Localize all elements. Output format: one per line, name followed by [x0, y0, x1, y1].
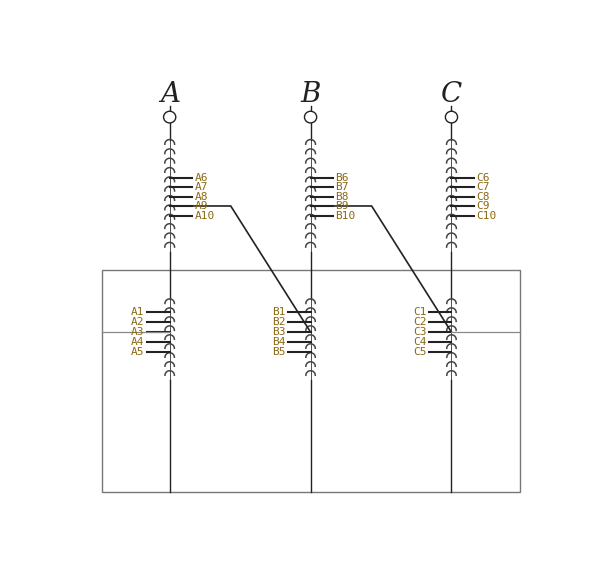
- Circle shape: [445, 111, 458, 123]
- Text: B1: B1: [272, 307, 285, 317]
- Text: A6: A6: [195, 173, 208, 182]
- Text: B8: B8: [336, 192, 349, 202]
- Text: A3: A3: [132, 327, 145, 337]
- Text: C6: C6: [476, 173, 490, 182]
- Circle shape: [164, 111, 176, 123]
- Text: A4: A4: [132, 337, 145, 347]
- Text: A10: A10: [195, 211, 215, 221]
- Text: C3: C3: [413, 327, 427, 337]
- Text: A: A: [159, 81, 180, 108]
- Circle shape: [304, 111, 317, 123]
- Text: C1: C1: [413, 307, 427, 317]
- Text: B9: B9: [336, 201, 349, 211]
- Text: C: C: [441, 81, 462, 108]
- Text: C8: C8: [476, 192, 490, 202]
- Text: A2: A2: [132, 317, 145, 327]
- Text: B: B: [301, 81, 321, 108]
- Text: A7: A7: [195, 182, 208, 192]
- Text: C4: C4: [413, 337, 427, 347]
- Text: C7: C7: [476, 182, 490, 192]
- Text: C2: C2: [413, 317, 427, 327]
- Text: A5: A5: [132, 347, 145, 357]
- Bar: [102, 270, 519, 492]
- Text: C9: C9: [476, 201, 490, 211]
- Text: B5: B5: [272, 347, 285, 357]
- Text: A9: A9: [195, 201, 208, 211]
- Text: C5: C5: [413, 347, 427, 357]
- Text: A1: A1: [132, 307, 145, 317]
- Text: B10: B10: [336, 211, 356, 221]
- Text: A8: A8: [195, 192, 208, 202]
- Text: B7: B7: [336, 182, 349, 192]
- Text: B3: B3: [272, 327, 285, 337]
- Text: C10: C10: [476, 211, 496, 221]
- Text: B6: B6: [336, 173, 349, 182]
- Text: B4: B4: [272, 337, 285, 347]
- Text: B2: B2: [272, 317, 285, 327]
